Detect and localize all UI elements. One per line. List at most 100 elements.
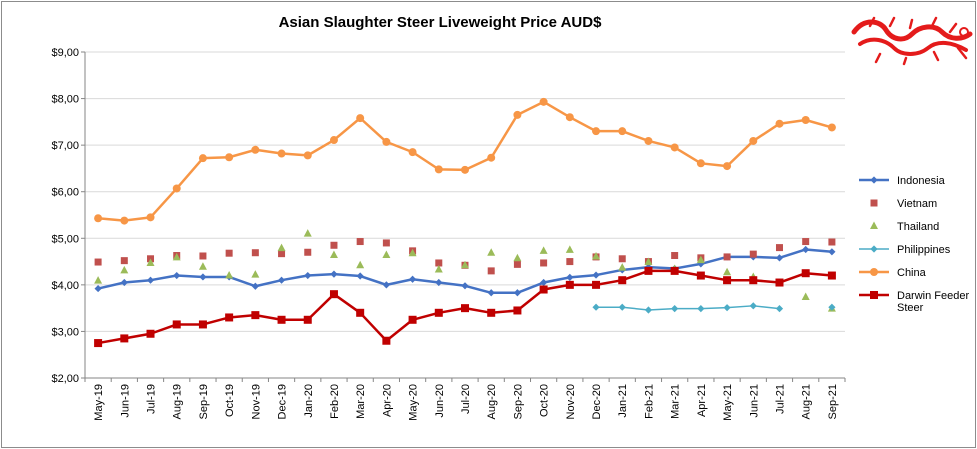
y-tick-label: $9,00 [51, 47, 79, 59]
darwin-feeder-steer-point [461, 304, 469, 313]
darwin-feeder-steer-point [539, 285, 548, 294]
darwin-feeder-steer-point [172, 320, 181, 329]
x-tick-label: Jul-20 [460, 384, 472, 414]
series-darwin-feeder-steer [94, 266, 836, 348]
x-tick-label: May-21 [722, 384, 734, 421]
y-tick-label: $8,00 [51, 94, 79, 106]
thailand-point [592, 251, 601, 260]
x-tick-label: Jul-19 [146, 384, 158, 414]
legend-marker [870, 176, 878, 184]
thailand-point [696, 255, 705, 264]
legend-marker [870, 291, 878, 299]
indonesia-point [513, 289, 522, 297]
china-point [329, 136, 338, 145]
darwin-feeder-steer-point [696, 271, 705, 280]
x-tick-label: Oct-19 [224, 384, 236, 417]
indonesia-point [330, 270, 338, 278]
legend-marker [870, 221, 878, 229]
thailand-point [565, 245, 574, 253]
china-point [539, 97, 548, 106]
indonesia-point [120, 278, 128, 287]
indonesia-point [566, 273, 574, 282]
indonesia-point [828, 248, 836, 256]
y-tick-label: $2,00 [51, 373, 79, 385]
indonesia-point [775, 254, 784, 262]
indonesia-point [146, 276, 155, 284]
darwin-feeder-steer-point [225, 313, 234, 322]
legend-label: Darwin Feeder [897, 290, 969, 302]
china-line [97, 100, 833, 222]
indonesia-point [408, 275, 417, 283]
x-tick-label: Feb-20 [329, 384, 341, 419]
x-tick-label: May-19 [93, 384, 105, 421]
indonesia-point [199, 273, 207, 281]
philippines-point [644, 306, 653, 314]
thailand-point [434, 264, 443, 273]
vietnam-point [330, 241, 338, 249]
china-point [198, 154, 207, 163]
x-tick-label: Apr-20 [381, 384, 393, 417]
x-tick-label: Mar-20 [355, 384, 367, 419]
x-tick-label: Aug-21 [801, 384, 813, 419]
vietnam-point [749, 250, 757, 258]
x-tick-label: Dec-19 [277, 384, 289, 419]
chart-title: Asian Slaughter Steer Liveweight Price A… [279, 14, 603, 31]
legend-label: Vietnam [897, 198, 937, 210]
legend-item-china: China [859, 267, 927, 279]
china-point [251, 145, 260, 154]
vietnam-point [540, 259, 548, 267]
vietnam-point [828, 238, 836, 246]
china-point [120, 216, 129, 225]
x-tick-label: Apr-21 [696, 384, 708, 417]
china-point [172, 184, 181, 193]
darwin-feeder-steer-point [644, 266, 653, 275]
darwin-feeder-steer-point [356, 308, 365, 317]
vietnam-point [802, 238, 810, 246]
thailand-point [487, 248, 496, 256]
darwin-feeder-steer-point [120, 334, 129, 343]
philippines-point [592, 303, 600, 311]
vietnam-point [382, 239, 390, 247]
china-point [775, 119, 784, 128]
legend-item-vietnam: Vietnam [870, 198, 937, 210]
thailand-point [801, 292, 810, 300]
thailand-point [225, 271, 234, 279]
darwin-feeder-steer-point [382, 336, 391, 345]
darwin-feeder-steer-point [198, 320, 207, 329]
china-point [565, 113, 574, 122]
vietnam-point [304, 248, 312, 256]
darwin-feeder-steer-point [801, 269, 810, 278]
thailand-point [723, 267, 732, 276]
thailand-point [277, 243, 286, 252]
philippines-point [828, 303, 836, 311]
legend-label: Thailand [897, 221, 939, 233]
legend-marker [870, 245, 878, 253]
legend: Indonesia Vietnam Thailand Philippines China… [859, 175, 969, 314]
china-point [382, 137, 391, 146]
thailand-point [539, 246, 548, 254]
vietnam-point [513, 260, 521, 268]
philippines-point [723, 304, 731, 312]
indonesia-point [356, 272, 364, 280]
darwin-feeder-steer-point [251, 311, 260, 320]
vietnam-point [775, 244, 783, 252]
china-point [696, 159, 705, 168]
vietnam-point [487, 267, 495, 275]
x-tick-label: Aug-19 [172, 384, 184, 419]
series-group [94, 97, 836, 348]
vietnam-point [435, 259, 443, 267]
indonesia-point [251, 282, 259, 290]
indonesia-point [382, 281, 390, 289]
thailand-point [172, 252, 181, 261]
legend-marker [870, 199, 878, 207]
thailand-point [303, 229, 312, 237]
vietnam-point [120, 257, 128, 265]
china-point [461, 165, 469, 174]
darwin-feeder-steer-point [94, 339, 103, 348]
philippines-line [596, 305, 780, 311]
x-tick-label: Jul-21 [774, 384, 786, 414]
indonesia-point [697, 260, 705, 268]
thailand-point [644, 257, 653, 266]
darwin-feeder-steer-point [592, 280, 601, 289]
vietnam-point [671, 252, 679, 260]
